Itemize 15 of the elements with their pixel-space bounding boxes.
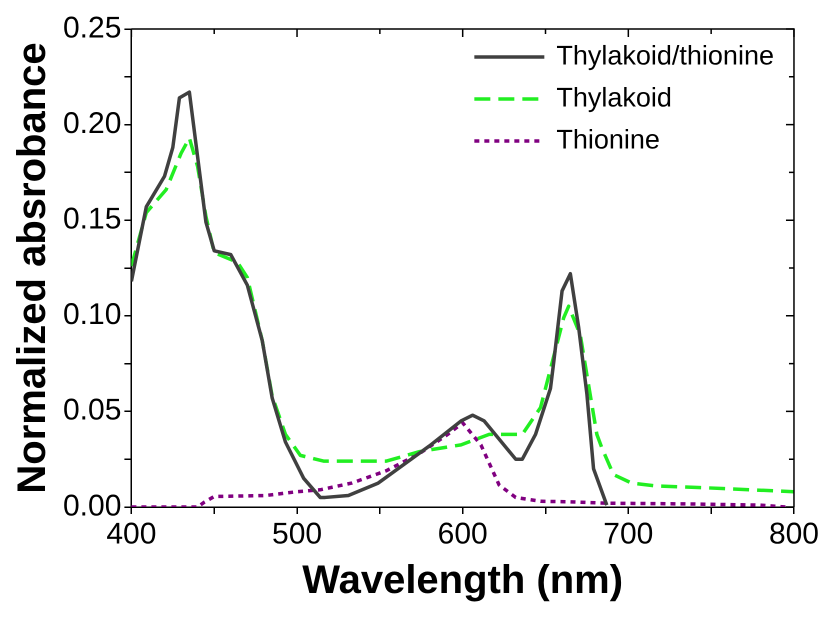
x-tick-label: 800	[768, 517, 820, 550]
y-tick-label: 0.20	[63, 106, 122, 140]
line-series	[131, 421, 788, 507]
legend-label: Thionine	[556, 124, 660, 154]
legend-label: Thylakoid/thionine	[556, 40, 774, 70]
legend-label: Thylakoid	[556, 82, 672, 112]
y-tick-label: 0.10	[63, 298, 122, 332]
x-axis-title: Wavelength (nm)	[302, 558, 624, 602]
y-tick-label: 0.05	[63, 394, 122, 427]
y-tick-label: 0.15	[63, 202, 122, 236]
y-tick-label: 0.25	[63, 11, 122, 44]
x-tick-label: 500	[272, 517, 322, 550]
y-axis-title: Normalized absrobance	[10, 42, 54, 494]
x-tick-label: 700	[603, 517, 654, 550]
x-tick-label: 600	[438, 517, 488, 550]
